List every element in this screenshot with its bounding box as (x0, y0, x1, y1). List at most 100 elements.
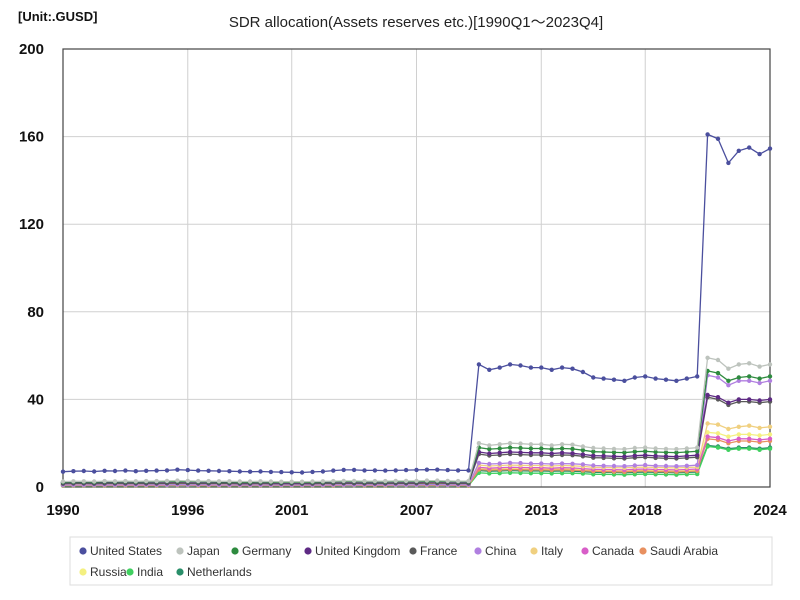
data-point (60, 479, 66, 484)
legend-item-united-states: United States (79, 544, 162, 558)
data-point (247, 479, 253, 484)
data-point (580, 452, 586, 457)
data-point (757, 151, 762, 157)
data-point (310, 479, 315, 484)
data-point (736, 148, 741, 153)
legend-marker (79, 547, 87, 555)
data-point (580, 462, 586, 467)
legend-label: Russia (90, 565, 127, 579)
data-point (549, 367, 554, 372)
data-point (747, 361, 752, 366)
legend-label: Italy (541, 544, 563, 558)
data-point (726, 400, 731, 405)
data-point (695, 471, 700, 477)
legend-label: Germany (242, 544, 291, 558)
data-point (539, 442, 544, 447)
data-point (289, 470, 294, 475)
legend-label: United States (90, 544, 162, 558)
data-point (767, 436, 773, 441)
data-point (715, 370, 721, 376)
data-point (487, 461, 492, 467)
data-point (279, 469, 284, 475)
data-point (331, 468, 336, 473)
data-point (632, 375, 637, 380)
data-point (736, 436, 741, 441)
x-tick-label: 2018 (629, 502, 662, 519)
data-point (747, 446, 752, 451)
legend-item-netherlands: Netherlands (176, 565, 252, 579)
legend-item-canada: Canada (581, 544, 634, 558)
data-point (767, 432, 773, 437)
data-point (268, 479, 274, 484)
data-point (715, 431, 721, 436)
data-point (611, 377, 617, 382)
x-tick-label: 1990 (46, 502, 79, 519)
legend-item-japan: Japan (176, 544, 220, 558)
data-point (539, 461, 544, 466)
data-point (747, 423, 752, 428)
data-point (684, 463, 689, 468)
data-point (476, 441, 482, 446)
data-point (622, 464, 627, 469)
data-point (237, 479, 242, 484)
data-point (663, 463, 669, 469)
data-point (674, 378, 679, 383)
data-point (767, 374, 773, 379)
legend-label: India (137, 565, 163, 579)
data-point (144, 468, 149, 473)
data-point (299, 470, 305, 475)
data-point (601, 453, 606, 459)
data-point (570, 442, 575, 447)
data-point (653, 449, 658, 455)
data-point (518, 470, 523, 476)
data-point (403, 467, 409, 473)
chart-title: SDR allocation(Assets reserves etc.)[199… (229, 14, 603, 31)
data-point (715, 422, 721, 427)
data-point (632, 453, 637, 458)
data-point (528, 365, 534, 370)
data-point (747, 374, 752, 379)
data-point (695, 462, 700, 468)
data-point (580, 448, 586, 453)
data-point (601, 449, 606, 455)
data-point (684, 376, 689, 381)
data-point (622, 454, 627, 459)
legend-marker (176, 568, 184, 576)
data-point (549, 451, 554, 456)
data-point (767, 424, 773, 429)
data-point (102, 478, 107, 484)
data-point (528, 471, 534, 476)
data-point (362, 468, 367, 473)
data-point (518, 441, 523, 446)
legend-marker (126, 568, 134, 576)
data-point (372, 468, 378, 473)
data-point (736, 362, 741, 367)
data-point (757, 364, 762, 369)
data-point (507, 445, 513, 450)
data-point (216, 468, 222, 474)
data-point (726, 438, 731, 444)
data-point (435, 478, 440, 483)
legend-item-germany: Germany (231, 544, 291, 558)
data-point (674, 454, 679, 459)
data-point (674, 446, 679, 452)
data-point (351, 478, 357, 484)
data-point (757, 398, 762, 403)
data-point (487, 443, 492, 448)
data-point (445, 478, 450, 484)
data-point (580, 369, 586, 375)
data-point (653, 376, 658, 381)
data-point (227, 469, 232, 474)
data-point (497, 446, 502, 451)
legend: United States Japan Germany United Kingdom F… (69, 536, 773, 586)
data-point (455, 478, 461, 484)
data-point (455, 468, 461, 473)
legend-marker (304, 547, 312, 555)
data-point (684, 449, 689, 455)
legend-label: United Kingdom (315, 544, 400, 558)
legend-label: France (420, 544, 458, 558)
data-point (591, 463, 596, 468)
series-japan (60, 355, 773, 484)
data-point (611, 450, 617, 455)
y-tick-label: 0 (36, 479, 44, 496)
